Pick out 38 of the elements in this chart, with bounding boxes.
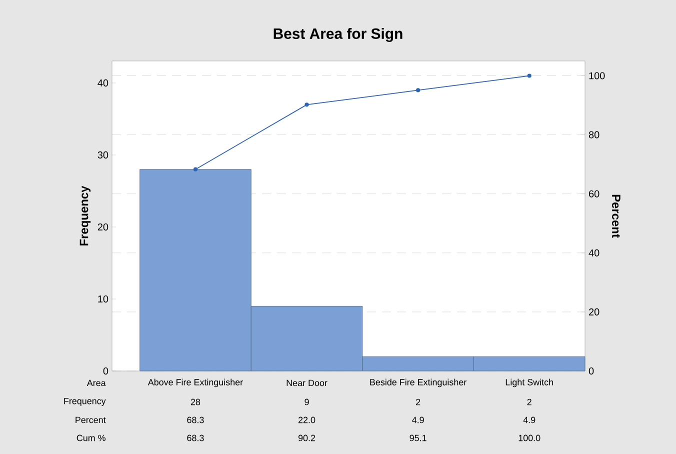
y-tick-label: 20 (98, 223, 108, 230)
text: 4.9 (523, 416, 536, 424)
data-label: 2 (527, 398, 532, 406)
x-axis-title: Area (86, 380, 106, 386)
y-tick-label: 10 (98, 295, 108, 302)
point (527, 74, 532, 78)
y-tick-label: 0 (103, 367, 108, 375)
y2-axis-title: Percent (612, 194, 620, 238)
data-label: 95.1 (410, 434, 426, 442)
y2-tick-label: 40 (588, 249, 600, 256)
point (416, 88, 420, 92)
text: 22.0 (298, 416, 316, 424)
y2-tick-label: 100 (589, 72, 605, 80)
y-tick-label: 40 (98, 79, 108, 86)
data-label: 100.0 (518, 434, 540, 442)
point (304, 102, 309, 107)
data-label: 68.3 (187, 434, 204, 442)
text: Cum % (76, 434, 106, 442)
data-label: 28 (190, 398, 200, 406)
data-label: 90.2 (298, 434, 316, 442)
text: Percent (76, 416, 106, 424)
data-label: 9 (304, 398, 309, 406)
y-axis-title: Frequency (80, 186, 91, 246)
y2-tick-label: 0 (588, 367, 594, 375)
y2-tick-label: 80 (588, 131, 600, 138)
text: 68.3 (187, 416, 204, 424)
y-tick-label: 30 (98, 151, 108, 158)
text: Frequency (64, 398, 106, 406)
data-label: 2 (416, 398, 420, 406)
y2-tick-label: 60 (589, 190, 600, 198)
text: 4.9 (412, 416, 424, 424)
point (193, 167, 198, 172)
x-tick-label: Beside Fire Extinguisher (370, 378, 466, 388)
x-tick-label: Above Fire Extinguisher (148, 378, 243, 388)
y2-tick-label: 20 (589, 308, 600, 316)
x-tick-label: Light Switch (506, 378, 553, 388)
chart-title: Best Area for Sign (274, 28, 402, 42)
x-tick-label: Near Door (286, 380, 328, 386)
